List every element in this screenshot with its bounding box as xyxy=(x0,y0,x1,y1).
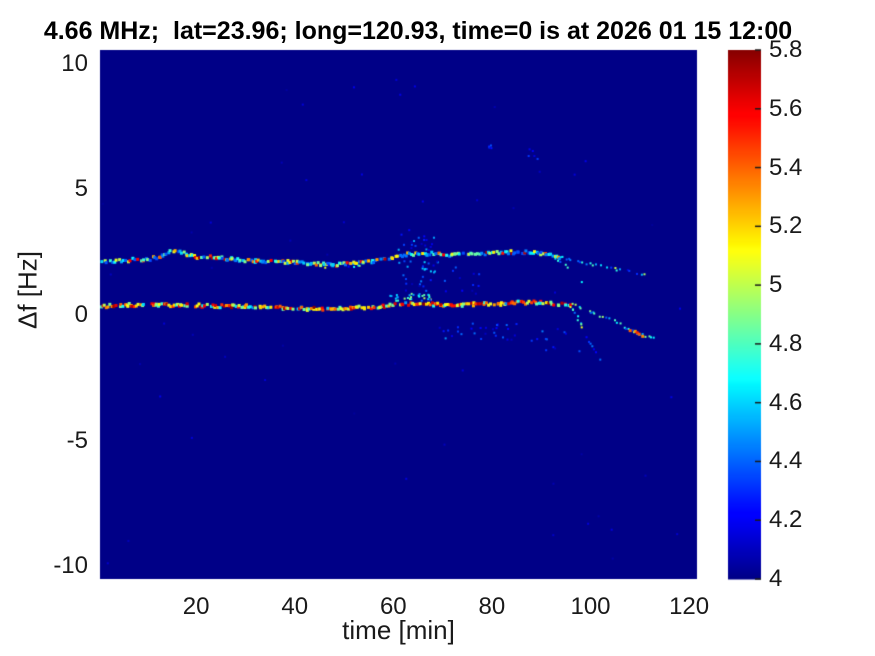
y-tick-label--10: -10 xyxy=(53,552,88,580)
x-axis-label: time [min] xyxy=(342,615,455,645)
x-tick-label-20: 20 xyxy=(182,593,210,620)
y-tick-label-0: 0 xyxy=(74,301,88,329)
colorbar-tick-label-4.2: 4.2 xyxy=(769,506,803,534)
figure-title: 4.66 MHz; lat=23.96; long=120.93, time=0… xyxy=(43,17,793,45)
colorbar-tick-label-4.8: 4.8 xyxy=(769,329,803,357)
x-tick-label-100: 100 xyxy=(570,593,611,620)
colorbar-tick-label-5.2: 5.2 xyxy=(769,212,803,240)
y-tick-label--5: -5 xyxy=(66,426,88,454)
x-tick-label-40: 40 xyxy=(281,593,309,620)
colorbar-tick-label-4.4: 4.4 xyxy=(769,447,803,475)
colorbar-tick-label-5.8: 5.8 xyxy=(769,36,803,63)
x-tick-label-80: 80 xyxy=(478,593,506,620)
y-tick-label-5: 5 xyxy=(74,175,88,203)
x-tick-label-60: 60 xyxy=(379,593,407,620)
colorbar-tick-label-5: 5 xyxy=(769,271,783,299)
colorbar-tick-label-5.6: 5.6 xyxy=(769,94,803,122)
y-tick-label-10: 10 xyxy=(61,49,88,77)
colorbar-tick-label-4: 4 xyxy=(769,565,783,592)
x-tick-label-120: 120 xyxy=(669,593,710,620)
colorbar-tick-label-5.4: 5.4 xyxy=(769,153,803,181)
colorbar-tick-label-4.6: 4.6 xyxy=(769,388,803,416)
